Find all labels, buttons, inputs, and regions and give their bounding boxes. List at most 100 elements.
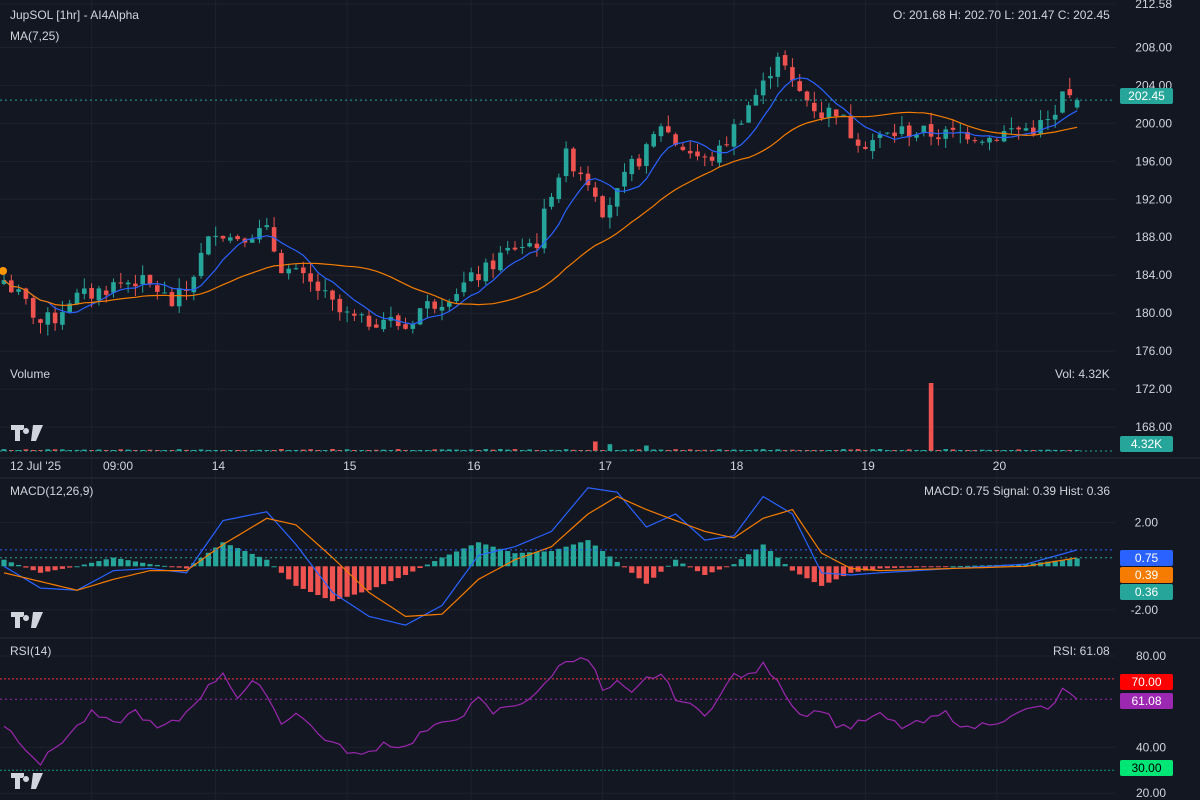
candle-body [936, 137, 941, 140]
volume-bar [366, 450, 372, 451]
candle-body [133, 283, 138, 287]
candle-body [344, 311, 350, 313]
candle-body [804, 91, 810, 101]
candle-body [666, 126, 671, 133]
macd-histogram-bar [1067, 559, 1073, 567]
volume-bar [395, 449, 401, 451]
candle-body [476, 274, 481, 281]
volume-bar [45, 449, 51, 451]
macd-histogram-bar [570, 544, 576, 567]
candle-body [1016, 127, 1021, 130]
macd-histogram-bar [782, 564, 788, 567]
candle-body [52, 312, 58, 324]
macd-histogram-bar [797, 566, 803, 575]
volume-bar [198, 449, 204, 451]
macd-histogram-bar [351, 566, 357, 595]
volume-bar [330, 449, 335, 451]
candle-body [593, 187, 598, 197]
candle-body [979, 141, 985, 143]
candle-body [987, 137, 992, 143]
macd-histogram-bar [811, 566, 817, 583]
candle-body [833, 109, 839, 117]
volume-bar [60, 449, 65, 451]
macd-histogram-bar [913, 566, 920, 568]
candle-body [322, 290, 328, 292]
volume-bar [1052, 449, 1058, 451]
volume-bar [337, 450, 343, 451]
macd-histogram-bar [132, 561, 138, 567]
volume-bar [410, 450, 416, 451]
macd-tick-label: -2.00 [1131, 603, 1159, 617]
macd-histogram-bar [687, 566, 693, 568]
volume-bar [1, 449, 7, 451]
volume-bar [308, 449, 313, 451]
tradingview-logo-icon [11, 612, 43, 628]
macd-histogram-bar [848, 566, 854, 573]
candle-body [687, 150, 693, 154]
candle-body [38, 319, 43, 323]
price-tick-label: 192.00 [1135, 192, 1172, 206]
candle-body [797, 81, 802, 91]
macd-histogram-bar [169, 566, 175, 568]
macd-histogram-bar [585, 540, 591, 567]
volume-bar [812, 450, 817, 451]
volume-bar [651, 449, 656, 451]
candle-body [89, 287, 94, 299]
volume-bar [374, 449, 379, 451]
candle-body [60, 312, 65, 325]
macd-histogram-bar [680, 563, 686, 567]
macd-histogram-bar [658, 566, 664, 572]
macd-panel [0, 487, 1115, 626]
ma25-line [3, 111, 1078, 307]
volume-bar [82, 449, 87, 451]
macd-histogram-bar [140, 562, 146, 567]
volume-bar [498, 449, 503, 451]
macd-histogram-bar [1, 559, 7, 567]
volume-bar [454, 449, 459, 451]
candle-body [381, 319, 386, 330]
macd-histogram-bar [563, 546, 569, 567]
macd-histogram-bar [30, 566, 36, 571]
candle-body [279, 252, 284, 274]
volume-bar [461, 450, 467, 451]
candle-body [1, 280, 7, 284]
macd-histogram-bar [767, 551, 774, 567]
volume-bar [505, 449, 510, 451]
volume-bar [702, 449, 708, 451]
macd-histogram-bar [300, 566, 306, 589]
candle-body [1009, 128, 1014, 130]
volume-bar [1023, 449, 1029, 451]
signal-badge: 0.39 [1120, 567, 1173, 583]
volume-bar [571, 449, 576, 451]
macd-histogram-bar [607, 556, 613, 567]
volume-bar [257, 449, 262, 451]
candle-body [695, 151, 700, 157]
candle-body [417, 308, 423, 325]
candle-body [82, 288, 87, 294]
macd-histogram-bar [614, 561, 620, 567]
macd-histogram-bar [468, 545, 474, 567]
candle-body [213, 235, 218, 237]
time-tick-label: 19 [861, 459, 875, 473]
volume-bar [344, 449, 350, 451]
candle-body [855, 139, 861, 146]
macd-histogram-bar [308, 566, 314, 592]
volume-bar [563, 449, 569, 451]
candle-body [23, 288, 29, 299]
macd-histogram-bar [213, 547, 219, 567]
candle-body [352, 313, 357, 316]
candle-body [658, 126, 664, 137]
volume-bar [943, 449, 948, 451]
volume-bar [111, 450, 116, 451]
price-tick-label: 200.00 [1135, 116, 1172, 130]
macd-histogram-bar [1074, 558, 1080, 567]
macd-histogram-bar [527, 552, 533, 567]
candle-body [198, 252, 204, 277]
candle-body [877, 134, 883, 138]
macd-histogram-bar [176, 566, 182, 568]
candle-body [1023, 128, 1029, 131]
candle-body [782, 55, 788, 66]
macd-histogram-bar [118, 558, 124, 567]
candle-body [885, 132, 890, 134]
volume-bar [520, 450, 525, 451]
